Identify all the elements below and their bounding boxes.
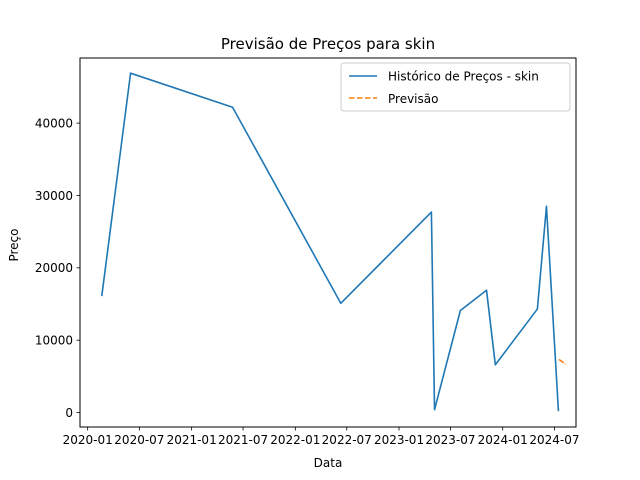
x-tick-label: 2024-01 xyxy=(478,433,528,447)
axes-frame xyxy=(79,57,577,428)
data-point xyxy=(558,359,560,361)
x-tick-label: 2020-07 xyxy=(114,433,164,447)
x-tick-label: 2021-07 xyxy=(218,433,268,447)
y-tick-label: 10000 xyxy=(35,333,73,347)
x-tick-label: 2020-01 xyxy=(63,433,113,447)
legend-box xyxy=(340,62,571,112)
y-axis-ticks: 0 10000 20000 30000 40000 xyxy=(35,116,80,420)
y-tick-label: 30000 xyxy=(35,189,73,203)
y-tick-label: 20000 xyxy=(35,261,73,275)
y-tick-label: 0 xyxy=(65,406,73,420)
x-tick-label: 2023-07 xyxy=(425,433,475,447)
series-layer xyxy=(100,72,567,412)
legend-label-historico: Histórico de Preços - skin xyxy=(388,70,539,84)
series-line-historico xyxy=(100,72,560,412)
x-tick-label: 2021-01 xyxy=(167,433,217,447)
x-tick-label: 2022-07 xyxy=(322,433,372,447)
data-point xyxy=(430,211,433,213)
x-tick-label: 2024-07 xyxy=(529,433,579,447)
data-point xyxy=(459,309,461,312)
data-point xyxy=(565,363,567,365)
x-tick-label: 2023-01 xyxy=(374,433,424,447)
data-point xyxy=(557,409,559,411)
series-line-previsao xyxy=(558,359,567,365)
data-point xyxy=(485,289,488,291)
y-axis-label: Preço xyxy=(7,228,21,261)
data-point xyxy=(231,106,234,108)
data-point xyxy=(101,294,103,296)
data-point xyxy=(129,72,132,74)
data-point xyxy=(545,205,548,207)
data-point xyxy=(433,409,436,411)
x-axis-label: Data xyxy=(314,456,343,470)
data-point xyxy=(340,302,342,304)
legend-label-previsao: Previsão xyxy=(388,92,438,106)
legend: Histórico de Preços - skin Previsão xyxy=(340,62,571,112)
plot-area: 2020-01 2020-07 2021-01 2021-07 2022-01 2022-… xyxy=(35,57,579,447)
x-tick-label: 2022-01 xyxy=(270,433,320,447)
x-axis-ticks: 2020-01 2020-07 2021-01 2021-07 2022-01 2022-… xyxy=(63,427,579,447)
data-point xyxy=(494,364,496,366)
chart-title: Previsão de Preços para skin xyxy=(221,35,435,53)
data-point xyxy=(536,308,538,310)
y-tick-label: 40000 xyxy=(35,116,73,130)
